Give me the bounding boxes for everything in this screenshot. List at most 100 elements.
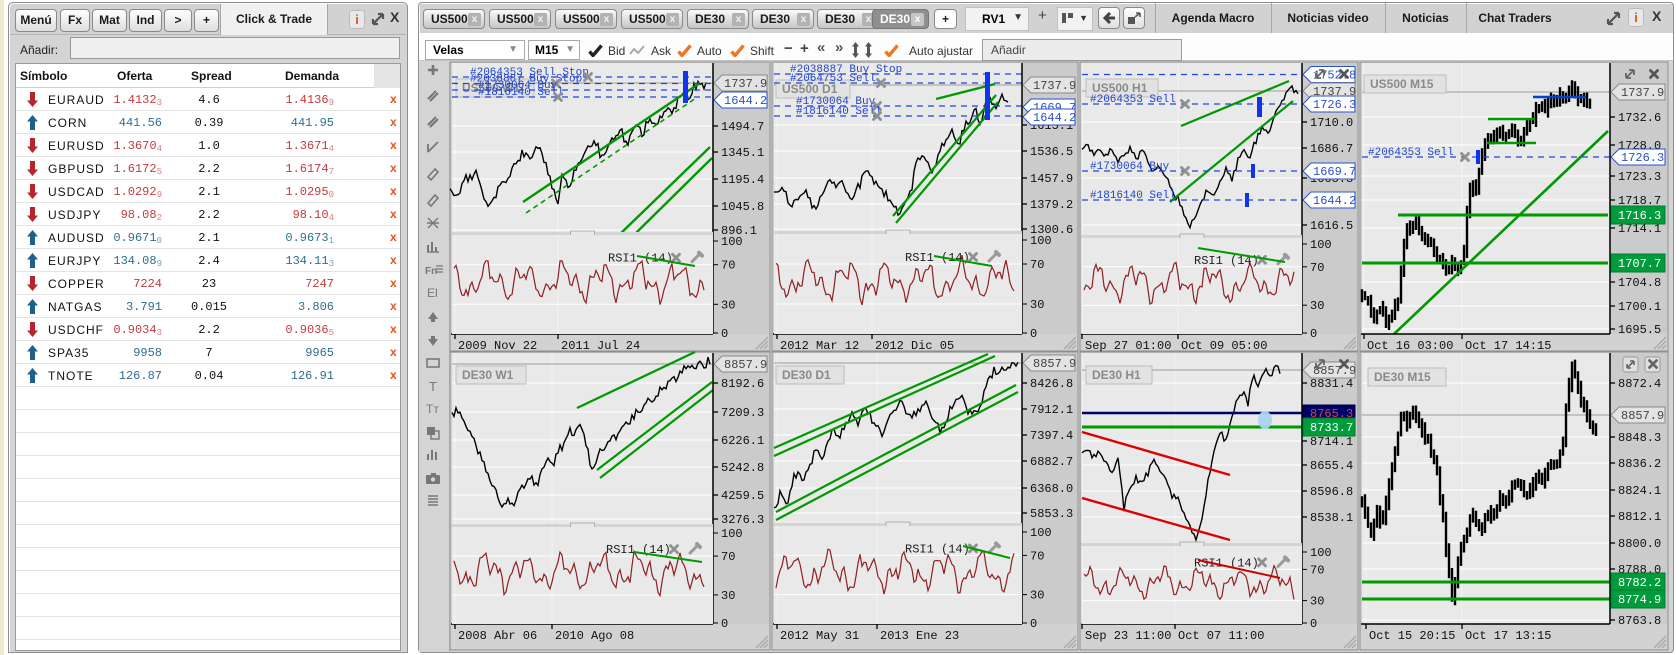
- svg-text:2008 Abr 06: 2008 Abr 06: [458, 629, 537, 643]
- svg-text:RSI1 (14): RSI1 (14): [905, 251, 970, 265]
- svg-text:RSI1 (14): RSI1 (14): [1194, 254, 1259, 268]
- svg-text:8831.4: 8831.4: [1310, 377, 1353, 391]
- svg-text:1195.4: 1195.4: [721, 173, 764, 187]
- svg-text:#1816140 Sell: #1816140 Sell: [796, 106, 882, 118]
- svg-text:DE30 D1: DE30 D1: [782, 368, 831, 382]
- svg-text:8714.1: 8714.1: [1310, 435, 1353, 449]
- svg-text:8857.9: 8857.9: [1033, 357, 1076, 371]
- svg-text:6368.0: 6368.0: [1030, 482, 1073, 496]
- svg-text:RSI1 (14): RSI1 (14): [608, 252, 673, 266]
- svg-text:#2064753 Sell: #2064753 Sell: [790, 73, 876, 85]
- svg-text:1704.8: 1704.8: [1618, 276, 1661, 290]
- svg-text:1714.1: 1714.1: [1618, 222, 1661, 236]
- svg-text:1644.2: 1644.2: [724, 94, 767, 108]
- svg-text:70: 70: [721, 259, 735, 273]
- svg-text:1737.9: 1737.9: [724, 77, 767, 91]
- svg-text:8774.9: 8774.9: [1618, 593, 1661, 607]
- svg-text:100: 100: [1310, 546, 1332, 560]
- svg-text:Oct 07 11:00: Oct 07 11:00: [1178, 629, 1264, 643]
- svg-text:DE30 H1: DE30 H1: [1092, 368, 1141, 382]
- svg-text:8872.4: 8872.4: [1618, 377, 1661, 391]
- svg-text:6226.1: 6226.1: [721, 434, 764, 448]
- svg-text:100: 100: [721, 235, 743, 249]
- svg-text:70: 70: [1310, 563, 1324, 577]
- svg-text:1718.7: 1718.7: [1618, 194, 1661, 208]
- svg-text:#1816140 Sell: #1816140 Sell: [478, 87, 564, 99]
- svg-text:0: 0: [1310, 617, 1317, 631]
- svg-text:#2064353 Sell Stop: #2064353 Sell Stop: [470, 67, 589, 79]
- svg-text:#1816140 Sell: #1816140 Sell: [1090, 190, 1176, 202]
- svg-text:US500 D1: US500 D1: [782, 82, 838, 96]
- svg-text:#2038887 Buy Stop: #2038887 Buy Stop: [790, 64, 902, 76]
- svg-text:0: 0: [1030, 617, 1037, 631]
- svg-text:8596.8: 8596.8: [1310, 485, 1353, 499]
- svg-text:70: 70: [1030, 549, 1044, 563]
- svg-text:0: 0: [721, 617, 728, 631]
- svg-text:Oct 17 14:15: Oct 17 14:15: [1465, 339, 1551, 353]
- svg-text:1723.3: 1723.3: [1618, 170, 1661, 184]
- svg-text:Oct 16 03:00: Oct 16 03:00: [1367, 339, 1453, 353]
- svg-text:8192.6: 8192.6: [721, 377, 764, 391]
- svg-text:8763.8: 8763.8: [1618, 614, 1661, 628]
- svg-text:1536.5: 1536.5: [1030, 145, 1073, 159]
- svg-text:1707.7: 1707.7: [1618, 257, 1661, 271]
- svg-text:2011 Jul 24: 2011 Jul 24: [561, 339, 640, 353]
- svg-text:30: 30: [721, 298, 735, 312]
- svg-text:8824.1: 8824.1: [1618, 484, 1661, 498]
- svg-text:7397.4: 7397.4: [1030, 429, 1073, 443]
- svg-text:1686.7: 1686.7: [1310, 142, 1353, 156]
- svg-text:1669.7: 1669.7: [1313, 165, 1356, 179]
- svg-text:100: 100: [721, 527, 743, 541]
- svg-text:US500 M15: US500 M15: [1370, 77, 1434, 91]
- svg-text:US500 H1: US500 H1: [1092, 81, 1148, 95]
- svg-text:Sep 27 01:00: Sep 27 01:00: [1085, 339, 1171, 353]
- svg-text:#2064353 Sell: #2064353 Sell: [1090, 94, 1176, 106]
- svg-text:100: 100: [1310, 238, 1332, 252]
- svg-text:6882.7: 6882.7: [1030, 455, 1073, 469]
- svg-text:2012 Dic 05: 2012 Dic 05: [875, 339, 954, 353]
- svg-text:1737.9: 1737.9: [1033, 79, 1076, 93]
- svg-text:T: T: [429, 379, 437, 394]
- svg-text:30: 30: [1310, 299, 1324, 313]
- svg-text:8857.9: 8857.9: [724, 358, 767, 372]
- svg-text:RSI1 (14): RSI1 (14): [1194, 556, 1259, 570]
- svg-text:Oct 15 20:15: Oct 15 20:15: [1369, 629, 1455, 643]
- svg-text:DE30 W1: DE30 W1: [462, 368, 514, 382]
- svg-text:1700.1: 1700.1: [1618, 300, 1661, 314]
- svg-text:1716.3: 1716.3: [1618, 209, 1661, 223]
- svg-text:1644.2: 1644.2: [1313, 194, 1356, 208]
- svg-text:US500 W1: US500 W1: [462, 81, 520, 95]
- svg-text:70: 70: [1310, 261, 1324, 275]
- svg-text:8857.9: 8857.9: [1621, 409, 1664, 423]
- svg-text:1494.7: 1494.7: [721, 120, 764, 134]
- svg-text:8848.3: 8848.3: [1618, 431, 1661, 445]
- svg-text:8857.9: 8857.9: [1313, 364, 1356, 378]
- svg-text:Oct 09 05:00: Oct 09 05:00: [1181, 339, 1267, 353]
- svg-text:100: 100: [1030, 526, 1052, 540]
- svg-text:8812.1: 8812.1: [1618, 510, 1661, 524]
- svg-text:1300.6: 1300.6: [1030, 223, 1073, 237]
- svg-text:Fn: Fn: [425, 266, 437, 277]
- svg-text:30: 30: [1030, 589, 1044, 603]
- svg-text:8800.0: 8800.0: [1618, 537, 1661, 551]
- svg-text:RSI1 (14): RSI1 (14): [606, 543, 671, 557]
- svg-text:70: 70: [721, 550, 735, 564]
- svg-text:El: El: [427, 286, 438, 300]
- svg-text:100: 100: [1030, 234, 1052, 248]
- svg-text:1732.6: 1732.6: [1618, 111, 1661, 125]
- svg-text:8836.2: 8836.2: [1618, 457, 1661, 471]
- svg-text:2012 May 31: 2012 May 31: [780, 629, 859, 643]
- svg-text:70: 70: [1030, 258, 1044, 272]
- svg-text:30: 30: [721, 589, 735, 603]
- svg-text:#1730064 Buy: #1730064 Buy: [478, 80, 558, 92]
- svg-text:RSI1 (14): RSI1 (14): [905, 542, 970, 556]
- svg-text:1457.9: 1457.9: [1030, 172, 1073, 186]
- svg-text:7209.3: 7209.3: [721, 406, 764, 420]
- svg-text:0: 0: [1310, 327, 1317, 341]
- svg-text:1345.1: 1345.1: [721, 146, 764, 160]
- svg-text:1726.3: 1726.3: [1621, 151, 1664, 165]
- svg-text:Sep 23 11:00: Sep 23 11:00: [1085, 629, 1171, 643]
- svg-text:DE30 M15: DE30 M15: [1374, 370, 1431, 384]
- svg-text:30: 30: [1030, 298, 1044, 312]
- svg-text:#1730064 Buy: #1730064 Buy: [796, 96, 876, 108]
